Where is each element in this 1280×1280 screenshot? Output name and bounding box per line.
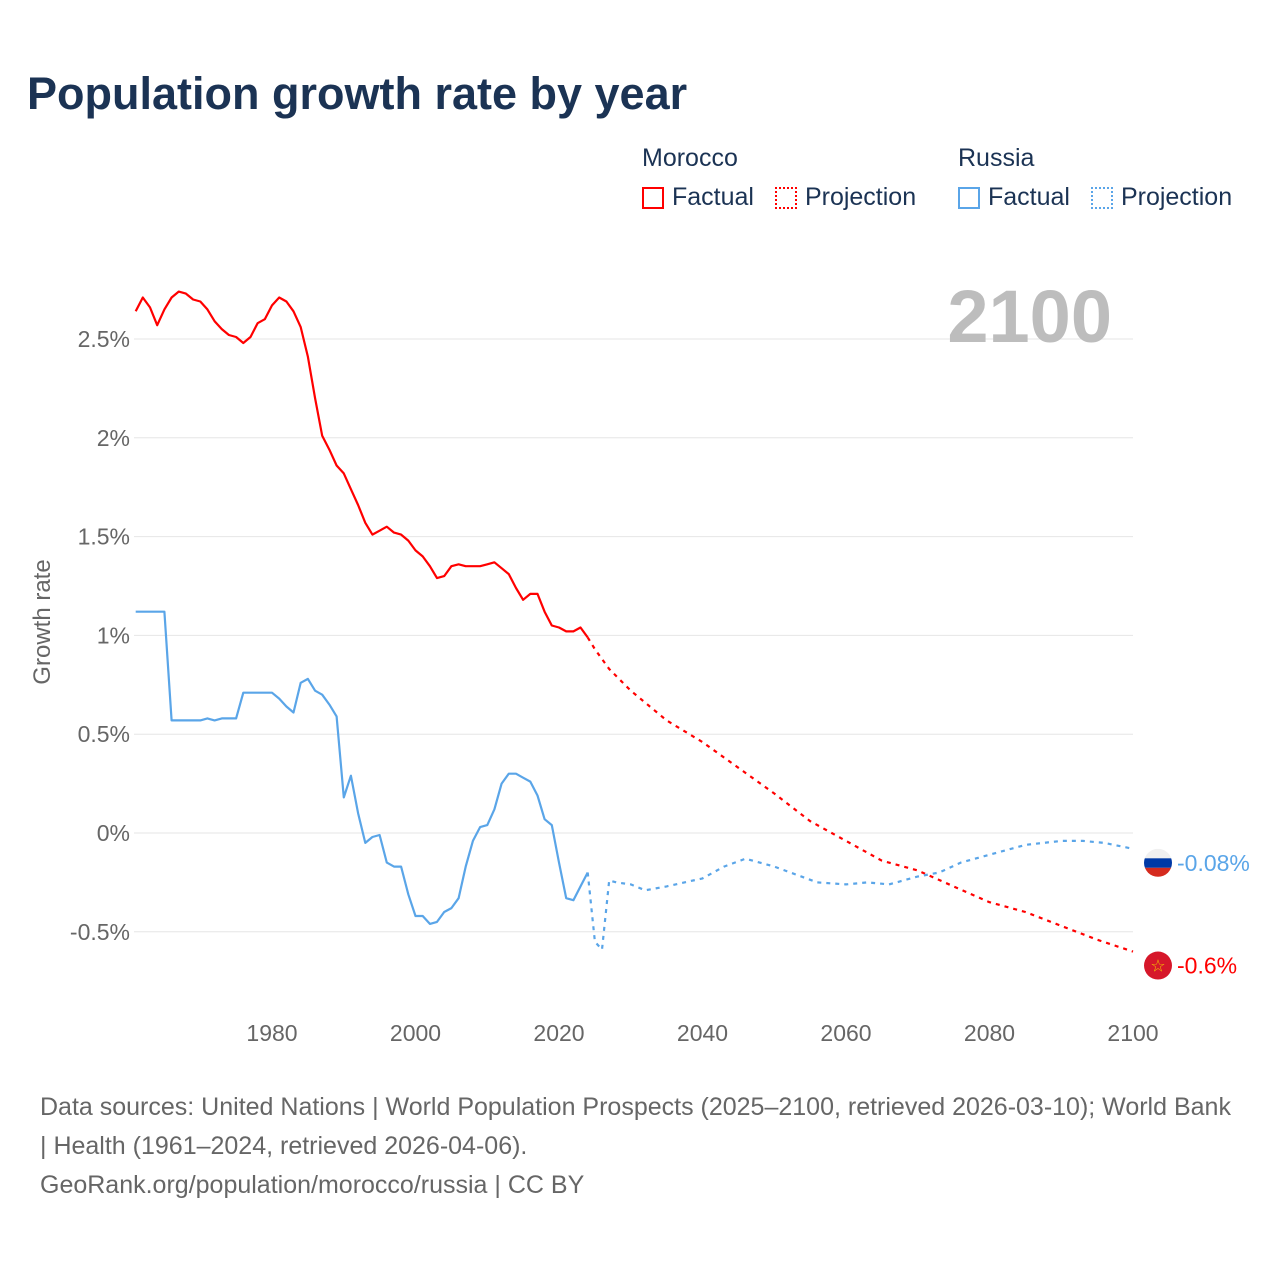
- x-tick-label: 2100: [1107, 1020, 1158, 1046]
- x-tick-label: 2060: [820, 1020, 871, 1046]
- legend-item-morocco-projection[interactable]: Projection: [774, 183, 917, 212]
- y-tick-label: 2.5%: [78, 326, 130, 352]
- legend-swatch-solid: [642, 186, 664, 209]
- legend-group-name: Russia: [958, 144, 1035, 172]
- morocco-flag-icon: ☆: [1144, 951, 1172, 980]
- y-tick-label: 1%: [97, 622, 130, 648]
- x-tick-label: 2020: [533, 1020, 584, 1046]
- x-tick-label: 2080: [964, 1020, 1015, 1046]
- flag-stripe-white: [1144, 848, 1172, 859]
- chart-title: Population growth rate by year: [27, 68, 688, 119]
- legend-swatch-dotted: [1090, 186, 1113, 209]
- series-line-russia-projection: [586, 839, 1134, 951]
- legend-swatch-solid: [958, 186, 980, 209]
- series-line-russia-factual: [135, 610, 589, 926]
- legend-label: Projection: [804, 183, 917, 211]
- credit-link[interactable]: GeoRank.org/population/morocco/russia | …: [40, 1171, 585, 1199]
- flag-background: [1144, 951, 1172, 980]
- x-tick-label: 2000: [390, 1020, 441, 1046]
- x-tick-label: 2040: [677, 1020, 728, 1046]
- data-sources: Data sources: United Nations | World Pop…: [40, 1093, 1231, 1160]
- legend-label: Projection: [1120, 183, 1233, 211]
- legend-label: Factual: [672, 183, 754, 211]
- flag-stripe-blue: [1144, 858, 1172, 868]
- y-tick-label: 1.5%: [78, 524, 130, 550]
- legend-swatch-dotted: [774, 186, 797, 209]
- legend-item-russia-factual[interactable]: Factual: [958, 183, 1070, 212]
- star-icon: ☆: [1150, 957, 1165, 977]
- y-tick-label: 0%: [97, 820, 130, 846]
- y-axis-title: Growth rate: [29, 559, 56, 684]
- legend-group-name: Morocco: [642, 144, 738, 172]
- y-tick-label: -0.5%: [70, 919, 130, 945]
- legend-item-russia-projection[interactable]: Projection: [1090, 183, 1233, 212]
- series-line-morocco-factual: [134, 290, 589, 639]
- end-value-label: -0.6%: [1177, 953, 1237, 979]
- line-chart: -0.5% 0% 0.5% 1% 1.5% 2% 2.5% 1980 2000 2020 2040 2…: [29, 275, 1250, 1046]
- flag-stripe-red: [1144, 867, 1172, 877]
- end-value-label: -0.08%: [1177, 850, 1250, 876]
- russia-flag-icon: [1144, 848, 1172, 877]
- x-tick-label: 1980: [246, 1020, 297, 1046]
- year-label: 2100: [947, 275, 1112, 358]
- series-line-morocco-projection: [586, 636, 1134, 953]
- y-tick-label: 2%: [97, 425, 130, 451]
- y-tick-label: 0.5%: [78, 721, 130, 747]
- legend-group-morocco: Morocco Factual Projection: [642, 144, 930, 216]
- footer: Data sources: United Nations | World Pop…: [40, 1088, 1240, 1205]
- legend-group-russia: Russia Factual Projection: [958, 144, 1232, 216]
- legend-label: Factual: [988, 183, 1070, 211]
- legend-item-morocco-factual[interactable]: Factual: [642, 183, 754, 212]
